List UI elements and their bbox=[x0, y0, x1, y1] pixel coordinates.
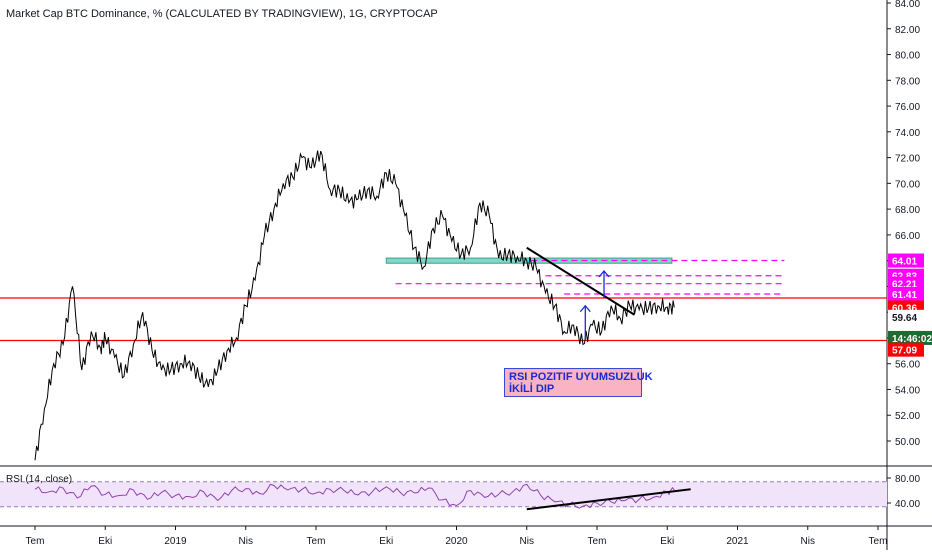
y-tick-label: 68.00 bbox=[895, 205, 920, 216]
price-label-text: 57.09 bbox=[892, 346, 917, 357]
price-label-text: 14:46:02 bbox=[892, 334, 932, 345]
x-tick-label: 2019 bbox=[164, 536, 187, 547]
price-label-text: 59.64 bbox=[892, 313, 917, 324]
price-label-text: 64.01 bbox=[892, 257, 917, 268]
x-tick-label: Nis bbox=[239, 536, 253, 547]
y-tick-label: 66.00 bbox=[895, 231, 920, 242]
x-tick-label: Tem bbox=[26, 536, 45, 547]
y-tick-label: 80.00 bbox=[895, 51, 920, 62]
y-tick-label: 84.00 bbox=[895, 0, 920, 10]
x-tick-label: Tem bbox=[307, 536, 326, 547]
x-tick-label: Nis bbox=[520, 536, 534, 547]
annotation-line-2: İKİLİ DIP bbox=[509, 383, 555, 395]
x-tick-label: 2020 bbox=[445, 536, 468, 547]
y-tick-label: 70.00 bbox=[895, 179, 920, 190]
y-tick-label: 50.00 bbox=[895, 437, 920, 448]
y-tick-label: 78.00 bbox=[895, 76, 920, 87]
rsi-y-tick-label: 80.00 bbox=[895, 474, 920, 485]
y-tick-label: 76.00 bbox=[895, 102, 920, 113]
annotation-line-1: RSI POZITIF UYUMSUZLUK bbox=[509, 371, 653, 383]
rsi-title: RSI (14, close) bbox=[6, 474, 73, 485]
target-arrow-head bbox=[579, 304, 591, 313]
y-tick-label: 72.00 bbox=[895, 154, 920, 165]
x-tick-label: Tem bbox=[869, 536, 888, 547]
price-series-line bbox=[34, 150, 675, 461]
price-label-bg bbox=[888, 330, 932, 345]
price-label-text: 61.41 bbox=[892, 290, 917, 301]
x-tick-label: Eki bbox=[660, 536, 674, 547]
price-label-text: 62.21 bbox=[892, 280, 917, 291]
y-tick-label: 74.00 bbox=[895, 128, 920, 139]
x-tick-label: 2021 bbox=[726, 536, 749, 547]
y-tick-label: 54.00 bbox=[895, 385, 920, 396]
target-arrow-head bbox=[598, 269, 610, 278]
price-label-text: 60.36 bbox=[892, 304, 917, 315]
x-tick-label: Tem bbox=[588, 536, 607, 547]
price-label-bg bbox=[888, 253, 924, 268]
x-tick-label: Eki bbox=[379, 536, 393, 547]
rsi-y-tick-label: 40.00 bbox=[895, 499, 920, 510]
y-tick-label: 52.00 bbox=[895, 411, 920, 422]
x-tick-label: Eki bbox=[98, 536, 112, 547]
price-label-bg bbox=[888, 287, 924, 302]
chart-title: Market Cap BTC Dominance, % (CALCULATED … bbox=[6, 8, 438, 20]
price-trendline bbox=[526, 246, 635, 316]
x-tick-label: Nis bbox=[801, 536, 815, 547]
rsi-band bbox=[0, 481, 887, 507]
y-tick-label: 56.00 bbox=[895, 360, 920, 371]
price-label-bg bbox=[888, 309, 924, 324]
price-label-bg bbox=[888, 342, 924, 357]
y-tick-label: 82.00 bbox=[895, 25, 920, 36]
rsi-trendline bbox=[526, 488, 691, 511]
annotation-box: RSI POZITIF UYUMSUZLUK İKİLİ DIP bbox=[504, 368, 653, 397]
